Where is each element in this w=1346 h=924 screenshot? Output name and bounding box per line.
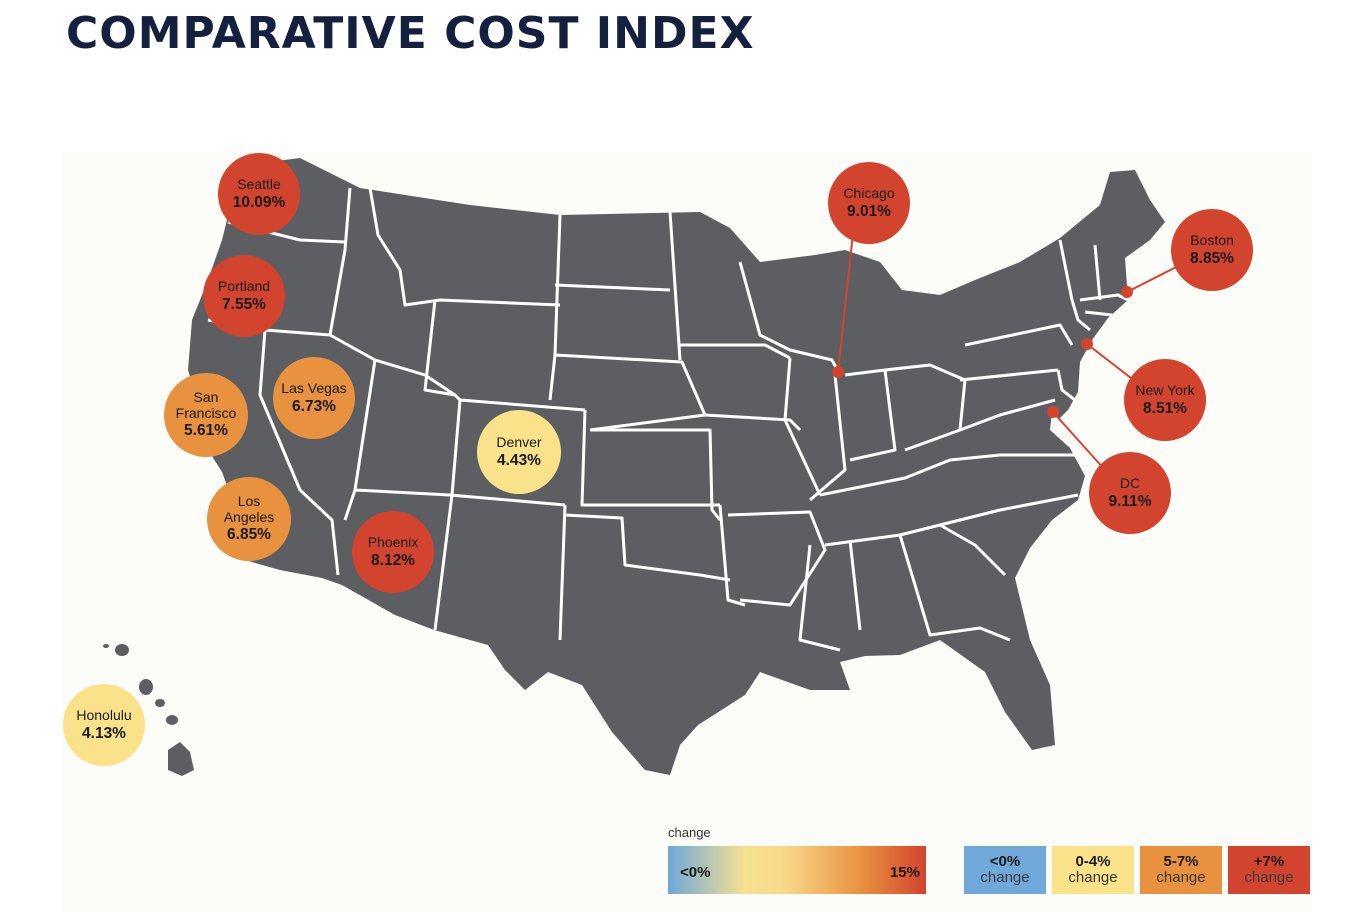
city-name: Boston	[1190, 231, 1234, 248]
city-value: 8.51%	[1143, 399, 1187, 417]
city-name: Honolulu	[76, 706, 132, 723]
bubble-san-francisco[interactable]: San Francisco 5.61%	[164, 373, 248, 457]
bubble-denver[interactable]: Denver 4.43%	[477, 410, 561, 494]
bubble-los-angeles[interactable]: Los Angeles 6.85%	[207, 477, 291, 561]
city-name: San Francisco	[175, 389, 237, 421]
city-value: 6.85%	[227, 526, 271, 544]
city-name: Seattle	[237, 175, 281, 192]
city-name: Phoenix	[367, 533, 419, 550]
city-value: 9.01%	[847, 202, 891, 220]
city-value: 7.55%	[222, 295, 266, 313]
gradient-max-label: 15%	[889, 864, 920, 881]
bubble-seattle[interactable]: Seattle 10.09%	[218, 153, 300, 235]
bubble-dc[interactable]: DC 9.11%	[1089, 452, 1171, 534]
city-value: 8.12%	[371, 551, 415, 569]
legend-bucket-0-4: 0-4% change	[1052, 846, 1134, 894]
us-mainland-shape	[188, 158, 1165, 775]
legend-bucket-7-plus: +7% change	[1228, 846, 1310, 894]
legend-label: change	[1244, 869, 1294, 886]
gradient-legend-bar: <0% 15%	[668, 846, 926, 894]
gradient-legend-label: change	[668, 825, 711, 840]
legend-range: <0%	[989, 853, 1021, 871]
city-value: 9.11%	[1108, 492, 1152, 510]
city-value: 6.73%	[292, 397, 336, 415]
hawaii-islands	[103, 644, 194, 776]
page-title: COMPARATIVE COST INDEX	[66, 8, 755, 59]
city-markers	[832, 286, 1133, 418]
legend-range: 5-7%	[1163, 853, 1199, 871]
city-value: 4.43%	[497, 451, 541, 469]
city-name: Las Vegas	[281, 379, 347, 396]
bubble-phoenix[interactable]: Phoenix 8.12%	[352, 511, 434, 593]
bubble-chicago[interactable]: Chicago 9.01%	[828, 162, 910, 244]
city-name: DC	[1119, 474, 1141, 491]
gradient-min-label: <0%	[680, 864, 711, 881]
legend-label: change	[1156, 869, 1206, 886]
city-value: 4.13%	[82, 724, 126, 742]
city-value: 8.85%	[1190, 249, 1234, 267]
legend-label: change	[980, 869, 1030, 886]
bubble-boston[interactable]: Boston 8.85%	[1171, 209, 1253, 291]
city-name: New York	[1135, 381, 1195, 398]
city-value: 5.61%	[184, 422, 228, 440]
bubble-portland[interactable]: Portland 7.55%	[203, 255, 285, 337]
legend-range: 0-4%	[1075, 853, 1111, 871]
city-name: Denver	[496, 433, 542, 450]
legend-label: change	[1068, 869, 1118, 886]
legend-bucket-negative: <0% change	[964, 846, 1046, 894]
legend-bucket-5-7: 5-7% change	[1140, 846, 1222, 894]
legend-range: +7%	[1253, 853, 1285, 871]
state-borders	[207, 187, 1129, 652]
bubble-honolulu[interactable]: Honolulu 4.13%	[63, 684, 145, 766]
city-value: 10.09%	[232, 193, 286, 211]
bubble-las-vegas[interactable]: Las Vegas 6.73%	[273, 357, 355, 439]
bubble-new-york[interactable]: New York 8.51%	[1124, 359, 1206, 441]
city-name: Chicago	[843, 184, 895, 201]
city-name: Los Angeles	[223, 493, 275, 525]
city-name: Portland	[217, 277, 271, 294]
